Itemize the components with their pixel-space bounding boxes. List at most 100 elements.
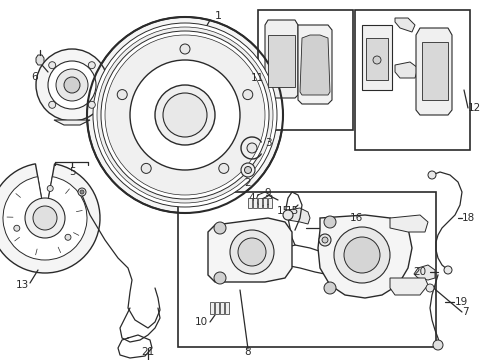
Circle shape <box>25 198 65 238</box>
Text: 21: 21 <box>142 347 155 357</box>
Circle shape <box>49 101 56 108</box>
Polygon shape <box>265 20 298 98</box>
Circle shape <box>155 85 215 145</box>
Circle shape <box>48 61 96 109</box>
Polygon shape <box>395 62 418 78</box>
Circle shape <box>243 90 253 100</box>
Text: 2: 2 <box>245 178 251 188</box>
Circle shape <box>87 17 283 213</box>
Bar <box>178 192 436 347</box>
Circle shape <box>93 23 277 207</box>
Text: 15: 15 <box>285 206 298 216</box>
Circle shape <box>283 210 293 220</box>
Circle shape <box>444 266 452 274</box>
Wedge shape <box>3 177 87 260</box>
Circle shape <box>428 171 436 179</box>
Circle shape <box>322 237 328 243</box>
Bar <box>366 38 388 80</box>
Bar <box>253 198 257 208</box>
Circle shape <box>426 284 434 292</box>
Circle shape <box>214 272 226 284</box>
Circle shape <box>238 238 266 266</box>
Text: 4: 4 <box>248 193 255 203</box>
Circle shape <box>245 166 251 174</box>
Circle shape <box>214 222 226 234</box>
Bar <box>263 198 267 208</box>
Circle shape <box>65 234 71 240</box>
Polygon shape <box>288 208 310 224</box>
Circle shape <box>324 216 336 228</box>
Text: 9: 9 <box>265 188 271 198</box>
Circle shape <box>344 237 380 273</box>
Text: 7: 7 <box>462 307 468 317</box>
Text: 1: 1 <box>215 11 221 21</box>
Circle shape <box>373 56 381 64</box>
Polygon shape <box>390 278 428 295</box>
Circle shape <box>36 49 108 121</box>
Bar <box>268 35 295 87</box>
Text: 6: 6 <box>32 72 38 82</box>
Bar <box>258 198 262 208</box>
Bar <box>355 10 470 150</box>
Text: 16: 16 <box>350 213 363 223</box>
Text: 19: 19 <box>455 297 468 307</box>
Polygon shape <box>318 215 412 298</box>
Circle shape <box>49 62 56 69</box>
Circle shape <box>433 340 443 350</box>
Circle shape <box>117 90 127 100</box>
Bar <box>268 198 272 208</box>
Circle shape <box>334 227 390 283</box>
Text: 8: 8 <box>245 347 251 357</box>
Polygon shape <box>300 35 330 95</box>
Bar <box>215 302 219 314</box>
Wedge shape <box>0 164 100 273</box>
Polygon shape <box>36 55 44 65</box>
Circle shape <box>130 60 240 170</box>
Bar <box>422 42 448 100</box>
Circle shape <box>80 190 84 194</box>
Bar <box>248 198 252 208</box>
Circle shape <box>88 101 95 108</box>
Polygon shape <box>390 215 428 232</box>
Circle shape <box>163 93 207 137</box>
Polygon shape <box>208 218 292 282</box>
Text: 15: 15 <box>277 206 290 216</box>
Circle shape <box>56 69 88 101</box>
Circle shape <box>219 163 229 174</box>
Bar <box>362 25 392 90</box>
Circle shape <box>105 35 265 195</box>
Text: 3: 3 <box>265 138 271 148</box>
Bar <box>258 10 353 130</box>
Text: 5: 5 <box>69 167 75 177</box>
Polygon shape <box>54 120 90 125</box>
Text: 12: 12 <box>468 103 481 113</box>
Circle shape <box>247 143 257 153</box>
Circle shape <box>319 234 331 246</box>
Bar <box>225 302 229 314</box>
Circle shape <box>47 185 53 192</box>
Text: 20: 20 <box>414 267 427 277</box>
Bar <box>210 302 214 314</box>
Polygon shape <box>298 25 332 104</box>
Text: 18: 18 <box>462 213 475 223</box>
Circle shape <box>14 225 20 231</box>
Text: 17: 17 <box>350 235 363 245</box>
Text: 14: 14 <box>262 251 275 261</box>
Circle shape <box>230 230 274 274</box>
Polygon shape <box>416 28 452 115</box>
Circle shape <box>180 44 190 54</box>
Text: 10: 10 <box>195 317 208 327</box>
Circle shape <box>241 163 255 177</box>
Text: 13: 13 <box>15 280 28 290</box>
Circle shape <box>88 62 95 69</box>
Circle shape <box>33 206 57 230</box>
Circle shape <box>97 27 273 203</box>
Polygon shape <box>414 265 435 280</box>
Circle shape <box>141 163 151 174</box>
Circle shape <box>324 282 336 294</box>
Bar <box>220 302 224 314</box>
Circle shape <box>101 31 269 199</box>
Circle shape <box>78 188 86 196</box>
Polygon shape <box>395 18 415 32</box>
Text: 11: 11 <box>251 73 264 83</box>
